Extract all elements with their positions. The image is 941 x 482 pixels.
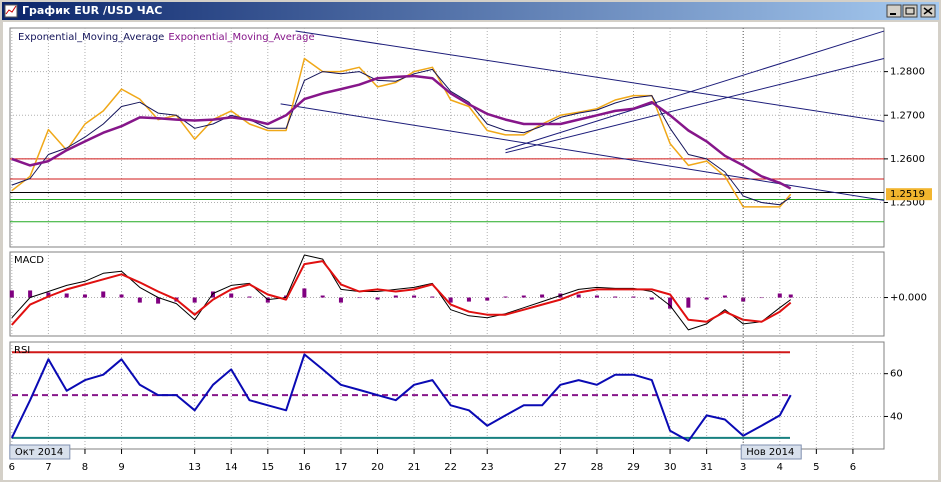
price-marker [886, 188, 932, 201]
histogram-bar [28, 290, 33, 298]
maximize-glyph [905, 7, 915, 15]
x-tick-label: 28 [591, 462, 604, 473]
trend-line [505, 58, 885, 154]
x-tick-label: 6 [850, 462, 856, 473]
histogram-bar [119, 294, 124, 298]
x-tick-label: 5 [813, 462, 819, 473]
x-tick-label: 21 [408, 462, 421, 473]
y-tick-label: 1.2700 [890, 110, 925, 121]
window-buttons[interactable] [886, 4, 936, 18]
histogram-bar [594, 295, 599, 298]
y-tick-label: 1.2800 [890, 67, 925, 78]
histogram-bar [302, 288, 307, 298]
histogram-bar [448, 297, 453, 303]
trend-line [505, 30, 885, 151]
histogram-bar [137, 297, 142, 303]
histogram-bar [759, 297, 764, 299]
price-marker-label: 1.2519 [890, 189, 925, 200]
series-line [10, 353, 792, 442]
x-tick-label: 14 [225, 462, 238, 473]
x-tick-label: 15 [261, 462, 274, 473]
histogram-bar [668, 297, 673, 309]
histogram-bar [540, 294, 545, 298]
histogram-bar [686, 297, 691, 308]
minimize-button[interactable] [886, 4, 902, 18]
x-tick-label: 29 [627, 462, 640, 473]
histogram-bar [485, 297, 490, 301]
legend-entry: Exponential_Moving_Average [18, 32, 164, 43]
window-title: График EUR /USD ЧАС [22, 4, 162, 17]
histogram-bar [503, 296, 508, 298]
histogram-bar [375, 297, 380, 300]
trend-line [295, 30, 885, 122]
histogram-bar [82, 294, 87, 298]
histogram-bar [788, 294, 793, 298]
date-annotation: Окт 2014 [15, 447, 63, 458]
series-line [11, 260, 792, 326]
histogram-bar [229, 293, 234, 298]
histogram-bar [412, 295, 417, 298]
title-bar [2, 2, 939, 20]
x-tick-label: 4 [777, 462, 783, 473]
histogram-bar [722, 295, 727, 298]
date-annotation-box [740, 444, 802, 460]
x-tick-label: 22 [444, 462, 457, 473]
x-tick-label: 7 [45, 462, 51, 473]
histogram-bar [393, 295, 398, 298]
close-glyph [923, 7, 933, 15]
y-tick-label: 1.2600 [890, 154, 925, 165]
date-annotation: Нов 2014 [746, 447, 794, 458]
histogram-bar [631, 296, 636, 298]
legend-entry: Exponential_Moving_Average [168, 32, 314, 43]
x-tick-label: 13 [188, 462, 201, 473]
histogram-bar [9, 290, 14, 298]
y-tick-label: 60 [890, 369, 903, 380]
y-tick-label: +0.000 [890, 293, 927, 304]
series-line [11, 74, 792, 190]
maximize-button[interactable] [902, 4, 918, 18]
histogram-bar [521, 295, 526, 298]
x-tick-label: 3 [740, 462, 746, 473]
x-tick-label: 6 [9, 462, 15, 473]
histogram-bar [576, 294, 581, 298]
histogram-bar [357, 297, 362, 299]
histogram-bar [210, 291, 215, 298]
window-icon-graph [5, 5, 17, 15]
histogram-bar [156, 297, 161, 304]
x-tick-label: 9 [118, 462, 124, 473]
panel [9, 27, 885, 248]
histogram-bar [46, 292, 51, 298]
y-tick-label: 1.2500 [890, 198, 925, 209]
histogram-bar [338, 297, 343, 303]
x-tick-label: 30 [664, 462, 677, 473]
histogram-bar [101, 291, 106, 298]
x-tick-label: 17 [335, 462, 348, 473]
x-tick-label: 16 [298, 462, 311, 473]
histogram-bar [777, 293, 782, 298]
x-tick-label: 23 [481, 462, 494, 473]
panel-title: MACD [14, 255, 44, 266]
histogram-bar [466, 297, 471, 302]
histogram-bar [704, 297, 709, 300]
histogram-bar [247, 296, 252, 298]
histogram-bar [192, 297, 197, 303]
panel-title: RSI [14, 345, 30, 356]
series-line [11, 254, 791, 331]
x-tick-label: 27 [554, 462, 567, 473]
panel [9, 251, 885, 337]
y-tick-label: 40 [890, 411, 903, 422]
histogram-bar [430, 296, 435, 298]
x-tick-label: 8 [82, 462, 88, 473]
histogram-bar [320, 295, 325, 298]
date-annotation-box [9, 444, 71, 460]
legend: Exponential_Moving_Average Exponential_Mo… [18, 32, 315, 43]
x-tick-label: 31 [700, 462, 713, 473]
x-tick-label: 20 [371, 462, 384, 473]
histogram-bar [649, 297, 654, 300]
histogram-bar [64, 293, 69, 298]
histogram-bar [613, 296, 618, 298]
histogram-bar [741, 297, 746, 302]
